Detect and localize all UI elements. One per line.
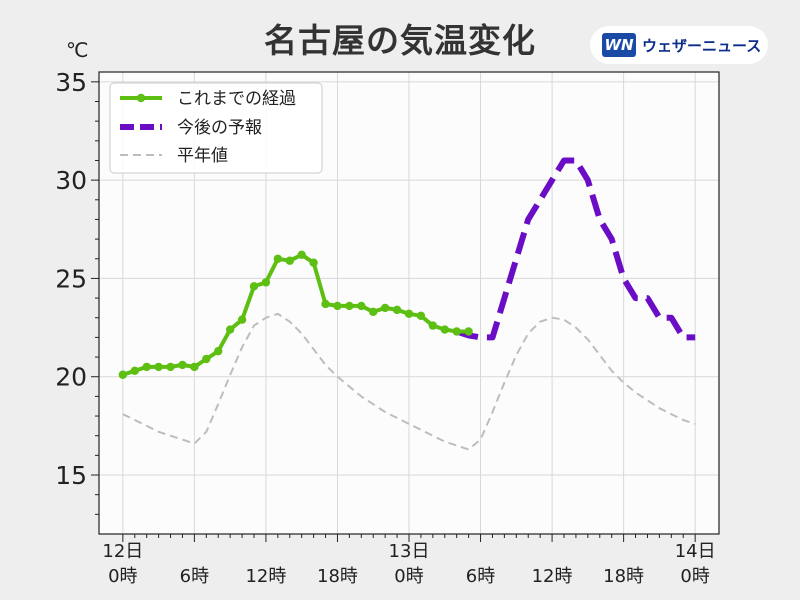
data-point [249, 282, 259, 291]
data-point [321, 299, 330, 309]
x-tick-label: 14日 0時 [675, 541, 716, 587]
data-point [225, 325, 235, 334]
weathernews-logo-icon: WN [602, 33, 636, 57]
legend-box [109, 82, 323, 174]
data-point [333, 301, 342, 311]
y-tick-label: 20 [55, 363, 87, 392]
legend-label: 今後の予報 [177, 118, 262, 138]
x-tick-label: 6時 [466, 566, 495, 587]
data-point [440, 325, 449, 334]
data-point [369, 307, 378, 317]
data-point [190, 362, 199, 372]
legend-label: これまでの経過 [177, 89, 296, 109]
data-point [118, 370, 128, 379]
x-tick-label: 12日 0時 [102, 541, 143, 587]
data-point [392, 305, 402, 315]
y-axis-unit: ℃ [66, 38, 89, 62]
data-point [273, 254, 283, 263]
data-point [285, 256, 294, 265]
x-tick-label: 6時 [180, 566, 209, 587]
legend-label: 平年値 [177, 146, 228, 166]
data-point [297, 250, 306, 260]
x-tick-label: 18時 [603, 566, 644, 587]
y-tick-label: 30 [55, 166, 87, 195]
data-point [464, 327, 473, 336]
data-point [404, 309, 414, 319]
data-point [237, 315, 247, 324]
data-point [214, 346, 223, 356]
series-line [122, 312, 696, 451]
data-point [380, 303, 390, 313]
data-point [202, 354, 211, 364]
x-tick-label: 13日 0時 [389, 541, 430, 587]
legend-marker [136, 93, 146, 103]
y-tick-label: 15 [55, 461, 87, 490]
data-point [166, 362, 175, 372]
data-point [428, 321, 438, 330]
data-point [357, 301, 366, 311]
plot-frame [98, 71, 720, 535]
data-point [452, 327, 461, 336]
x-tick-label: 12時 [245, 566, 286, 587]
data-point [261, 278, 271, 287]
data-point [130, 366, 139, 376]
chart-title: 名古屋の気温変化 [264, 21, 536, 60]
x-tick-label: 18時 [317, 566, 358, 587]
data-point [416, 311, 426, 320]
brand-badge: WN ウェザーニュース [590, 26, 768, 64]
y-tick-label: 35 [55, 68, 87, 97]
y-tick-label: 25 [55, 264, 87, 293]
series-line [455, 157, 696, 341]
data-point [142, 362, 151, 372]
data-point [345, 301, 354, 311]
data-point [178, 360, 187, 370]
data-point [309, 258, 318, 267]
data-point [154, 362, 163, 372]
x-tick-label: 12時 [532, 566, 573, 587]
brand-name: ウェザーニュース [642, 36, 762, 55]
